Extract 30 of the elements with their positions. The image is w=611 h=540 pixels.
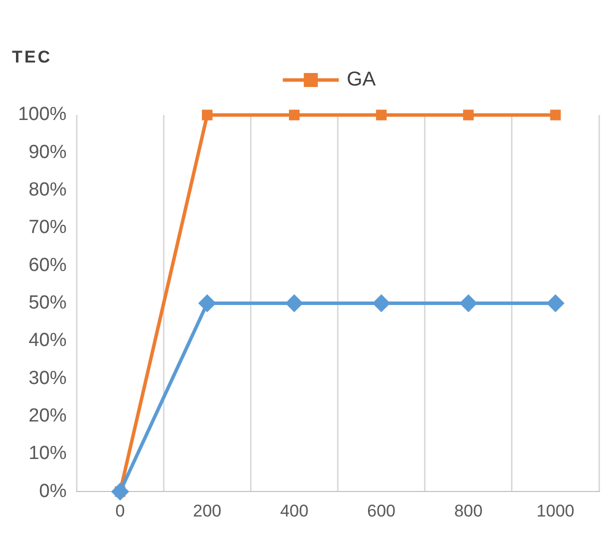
- point: [376, 110, 387, 120]
- y-tick-label: 30%: [28, 368, 67, 389]
- point: [550, 110, 561, 120]
- y-tick-label: 100%: [18, 104, 67, 126]
- x-tick-label: 200: [193, 501, 222, 520]
- point: [288, 110, 300, 120]
- y-tick-label: 90%: [28, 142, 67, 163]
- point: [372, 294, 390, 312]
- point: [111, 482, 130, 501]
- y-tick-label: 80%: [28, 180, 67, 201]
- y-tick-label: 60%: [28, 254, 67, 276]
- x-tick-label: 600: [367, 501, 396, 520]
- x-tick-label: 1000: [536, 501, 574, 520]
- point: [202, 110, 212, 120]
- point: [546, 294, 564, 312]
- x-tick-label: 400: [280, 501, 308, 520]
- y-tick-label: 70%: [28, 217, 67, 238]
- y-axis-title: TEC: [12, 48, 52, 67]
- point: [459, 294, 478, 312]
- x-tick-label: 0: [115, 501, 125, 520]
- y-tick-label: 0%: [39, 480, 67, 502]
- y-tick-label: 20%: [28, 406, 67, 427]
- y-tick-label: 10%: [28, 443, 67, 464]
- y-tick-label: 40%: [28, 330, 67, 352]
- point: [285, 294, 304, 312]
- x-tick-label: 800: [454, 501, 483, 520]
- y-tick-label: 50%: [28, 292, 67, 314]
- legend-label: GA: [346, 68, 376, 91]
- point: [463, 110, 474, 120]
- point: [198, 294, 216, 312]
